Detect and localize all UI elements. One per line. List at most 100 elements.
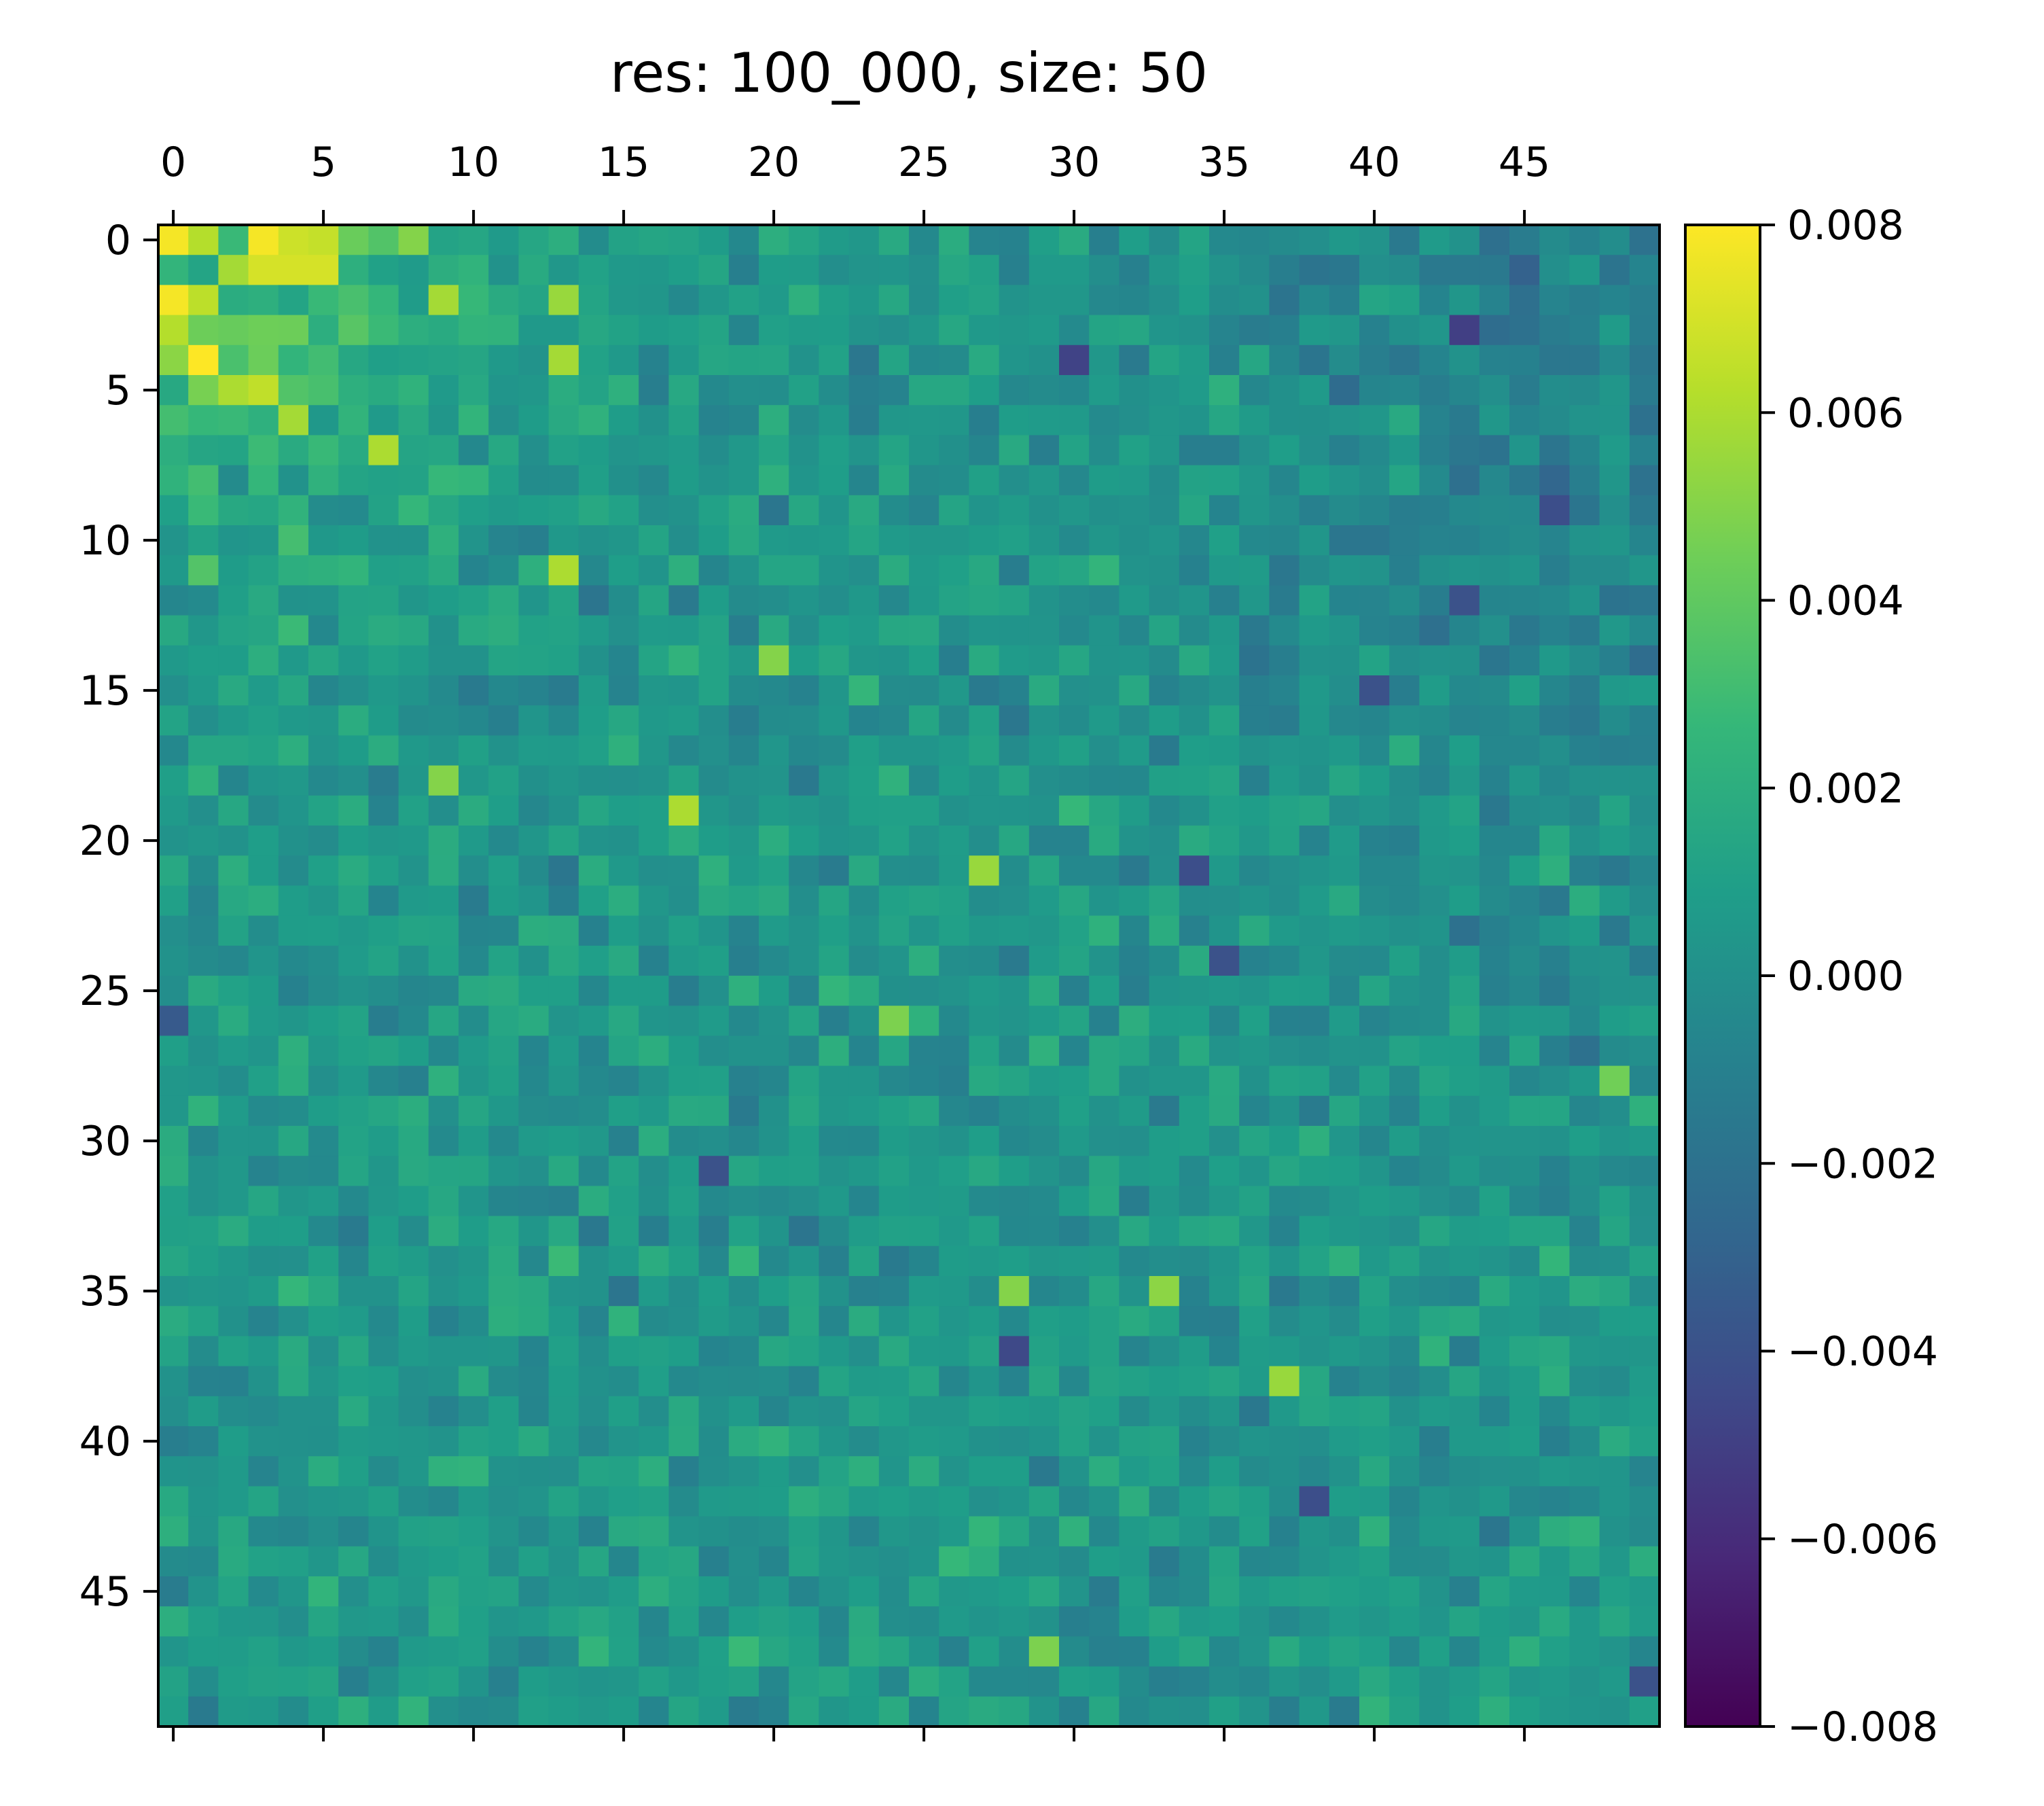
heatmap-cell bbox=[308, 1516, 339, 1547]
heatmap-cell bbox=[578, 826, 609, 856]
heatmap-cell bbox=[1028, 1245, 1060, 1277]
heatmap-cell bbox=[1299, 1065, 1330, 1097]
heatmap-cell bbox=[1089, 344, 1119, 376]
heatmap-cell bbox=[1569, 555, 1600, 586]
heatmap-cell bbox=[1599, 735, 1630, 766]
heatmap-cell bbox=[1389, 555, 1420, 586]
heatmap-cell bbox=[308, 1245, 339, 1277]
heatmap-cell bbox=[548, 615, 579, 646]
heatmap-cell bbox=[488, 705, 519, 736]
heatmap-cell bbox=[698, 885, 730, 917]
heatmap-cell bbox=[1149, 1396, 1180, 1427]
heatmap-cell bbox=[1629, 1006, 1660, 1036]
heatmap-cell bbox=[1209, 675, 1240, 706]
heatmap-cell bbox=[878, 675, 910, 706]
heatmap-cell bbox=[1149, 255, 1180, 285]
heatmap-cell bbox=[1179, 1546, 1210, 1577]
heatmap-cell bbox=[459, 1126, 489, 1156]
heatmap-cell bbox=[488, 344, 519, 376]
heatmap-cell bbox=[1149, 976, 1180, 1006]
heatmap-cell bbox=[878, 1306, 910, 1336]
heatmap-cell bbox=[1419, 1516, 1450, 1547]
heatmap-cell bbox=[759, 555, 789, 586]
heatmap-cell bbox=[518, 435, 550, 466]
heatmap-cell bbox=[698, 1486, 730, 1517]
heatmap-cell bbox=[1389, 1666, 1420, 1697]
heatmap-cell bbox=[368, 855, 399, 886]
y-tick-label: 10 bbox=[79, 517, 131, 565]
heatmap-cell bbox=[1419, 1366, 1450, 1397]
heatmap-cell bbox=[488, 1696, 519, 1727]
heatmap-cell bbox=[368, 645, 399, 676]
heatmap-cell bbox=[909, 615, 939, 646]
heatmap-cell bbox=[1149, 1095, 1180, 1127]
heatmap-cell bbox=[308, 1156, 339, 1186]
heatmap-cell bbox=[939, 1666, 969, 1697]
heatmap-cell bbox=[939, 344, 969, 376]
heatmap-cell bbox=[1059, 1065, 1090, 1097]
heatmap-cell bbox=[1539, 585, 1570, 616]
heatmap-cell bbox=[1209, 1606, 1240, 1637]
heatmap-cell bbox=[728, 1216, 759, 1247]
heatmap-cell bbox=[459, 405, 489, 436]
heatmap-cell bbox=[1479, 855, 1510, 886]
heatmap-cell bbox=[338, 615, 369, 646]
heatmap-cell bbox=[1449, 1636, 1480, 1667]
heatmap-cell bbox=[158, 585, 189, 616]
heatmap-cell bbox=[819, 344, 850, 376]
heatmap-cell bbox=[1119, 405, 1150, 436]
heatmap-cell bbox=[338, 885, 369, 917]
heatmap-cell bbox=[939, 585, 969, 616]
x-tick-label: 20 bbox=[748, 139, 800, 186]
heatmap-cell bbox=[518, 976, 550, 1006]
heatmap-cell bbox=[819, 1276, 850, 1307]
heatmap-cell bbox=[1479, 1606, 1510, 1637]
heatmap-cell bbox=[609, 976, 639, 1006]
heatmap-cell bbox=[308, 1576, 339, 1607]
heatmap-cell bbox=[488, 1426, 519, 1457]
heatmap-cell bbox=[1449, 1216, 1480, 1247]
heatmap-cell bbox=[548, 1095, 579, 1127]
heatmap-cell bbox=[668, 1156, 700, 1186]
heatmap-cell bbox=[1059, 1306, 1090, 1336]
heatmap-cell bbox=[609, 1666, 639, 1697]
heatmap-cell bbox=[939, 826, 969, 856]
heatmap-cell bbox=[1359, 945, 1390, 976]
heatmap-cell bbox=[1239, 945, 1270, 976]
heatmap-cell bbox=[909, 1546, 939, 1577]
heatmap-cell bbox=[1629, 1126, 1660, 1156]
heatmap-cell bbox=[819, 1456, 850, 1487]
heatmap-cell bbox=[1599, 555, 1630, 586]
heatmap-cell bbox=[518, 645, 550, 676]
heatmap-cell bbox=[1599, 615, 1630, 646]
heatmap-cell bbox=[1299, 915, 1330, 946]
y-tick-label: 25 bbox=[79, 968, 131, 1015]
heatmap-cell bbox=[789, 1035, 819, 1067]
heatmap-cell bbox=[909, 765, 939, 796]
heatmap-cell bbox=[1329, 1276, 1360, 1307]
heatmap-cell bbox=[1599, 1606, 1630, 1637]
heatmap-cell bbox=[1269, 435, 1300, 466]
heatmap-cell bbox=[1599, 1486, 1630, 1517]
heatmap-cell bbox=[188, 885, 219, 917]
heatmap-cell bbox=[1329, 1006, 1360, 1036]
heatmap-cell bbox=[668, 945, 700, 976]
heatmap-cell bbox=[368, 1156, 399, 1186]
heatmap-cell bbox=[999, 826, 1030, 856]
heatmap-cell bbox=[368, 1666, 399, 1697]
heatmap-cell bbox=[338, 1156, 369, 1186]
heatmap-cell bbox=[609, 495, 639, 526]
heatmap-cell bbox=[789, 705, 819, 736]
heatmap-cell bbox=[789, 585, 819, 616]
heatmap-cell bbox=[428, 1306, 459, 1336]
heatmap-cell bbox=[308, 735, 339, 766]
heatmap-cell bbox=[878, 1666, 910, 1697]
heatmap-cell bbox=[1299, 1606, 1330, 1637]
heatmap-cell bbox=[1479, 1516, 1510, 1547]
heatmap-cell bbox=[578, 915, 609, 946]
heatmap-cell bbox=[878, 765, 910, 796]
heatmap-cell bbox=[488, 1486, 519, 1517]
heatmap-cell bbox=[1209, 615, 1240, 646]
heatmap-cell bbox=[578, 675, 609, 706]
heatmap-cell bbox=[639, 976, 669, 1006]
